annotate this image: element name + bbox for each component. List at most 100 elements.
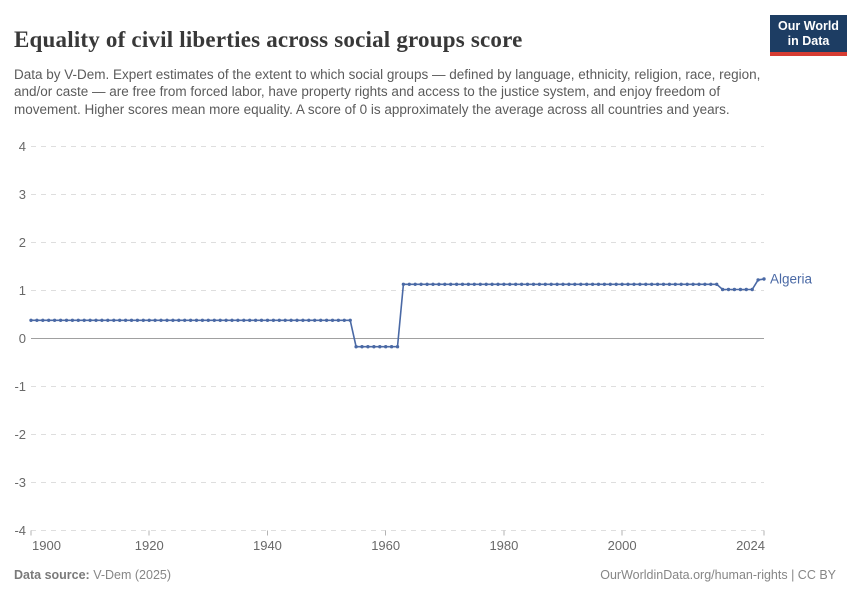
data-point[interactable] — [354, 345, 358, 349]
data-point[interactable] — [413, 282, 417, 286]
data-point[interactable] — [661, 282, 666, 286]
data-point[interactable] — [70, 318, 75, 322]
data-point[interactable] — [407, 282, 411, 286]
data-point[interactable] — [620, 282, 624, 286]
data-point[interactable] — [41, 318, 45, 322]
data-point[interactable] — [58, 318, 63, 322]
data-point[interactable] — [123, 318, 128, 322]
data-point[interactable] — [224, 318, 228, 322]
algeria-series[interactable] — [29, 277, 766, 349]
data-point[interactable] — [135, 318, 140, 322]
data-point[interactable] — [655, 282, 660, 286]
data-point[interactable] — [525, 282, 530, 286]
data-point[interactable] — [200, 318, 205, 322]
data-point[interactable] — [271, 318, 276, 322]
algeria-line[interactable] — [31, 278, 765, 348]
data-point[interactable] — [289, 318, 293, 322]
data-point[interactable] — [253, 318, 258, 322]
owid-logo[interactable]: Our World in Data — [770, 15, 847, 56]
data-point[interactable] — [301, 318, 305, 322]
data-point[interactable] — [295, 318, 299, 322]
data-point[interactable] — [384, 345, 388, 349]
data-point[interactable] — [756, 278, 760, 282]
data-point[interactable] — [159, 318, 163, 322]
data-point[interactable] — [212, 318, 216, 322]
data-point[interactable] — [141, 318, 145, 322]
data-point[interactable] — [248, 318, 252, 322]
data-point[interactable] — [431, 282, 435, 286]
data-point[interactable] — [64, 318, 69, 322]
data-point[interactable] — [543, 282, 547, 286]
data-point[interactable] — [484, 282, 488, 286]
data-point[interactable] — [265, 318, 270, 322]
data-point[interactable] — [259, 318, 264, 322]
data-point[interactable] — [336, 318, 341, 322]
data-point[interactable] — [644, 282, 648, 286]
data-point[interactable] — [638, 282, 642, 286]
data-point[interactable] — [555, 282, 559, 286]
data-point[interactable] — [76, 318, 81, 322]
data-point[interactable] — [319, 318, 323, 322]
data-point[interactable] — [508, 282, 512, 286]
data-point[interactable] — [118, 318, 122, 322]
data-point[interactable] — [614, 282, 618, 286]
data-point[interactable] — [460, 282, 465, 286]
data-point[interactable] — [419, 282, 423, 286]
data-point[interactable] — [632, 282, 636, 286]
data-point[interactable] — [709, 282, 713, 286]
data-point[interactable] — [585, 282, 589, 286]
data-point[interactable] — [183, 318, 187, 322]
data-point[interactable] — [443, 282, 447, 286]
data-point[interactable] — [490, 282, 494, 286]
data-point[interactable] — [348, 318, 352, 322]
data-point[interactable] — [94, 318, 98, 322]
data-point[interactable] — [561, 282, 565, 286]
data-point[interactable] — [360, 345, 364, 349]
data-point[interactable] — [230, 318, 234, 322]
data-point[interactable] — [697, 282, 701, 286]
data-point[interactable] — [531, 282, 536, 286]
data-point[interactable] — [52, 318, 57, 322]
data-point[interactable] — [236, 318, 240, 322]
data-point[interactable] — [596, 282, 601, 286]
data-point[interactable] — [47, 318, 51, 322]
data-point[interactable] — [129, 318, 134, 322]
data-point[interactable] — [449, 282, 453, 286]
data-point[interactable] — [153, 318, 157, 322]
data-point[interactable] — [171, 318, 175, 322]
data-point[interactable] — [726, 287, 731, 292]
data-point[interactable] — [685, 282, 689, 286]
data-point[interactable] — [188, 318, 193, 322]
data-point[interactable] — [602, 282, 607, 286]
data-point[interactable] — [366, 345, 370, 349]
data-point[interactable] — [313, 318, 317, 322]
data-point[interactable] — [502, 282, 506, 286]
data-point[interactable] — [549, 282, 553, 286]
data-point[interactable] — [147, 318, 151, 322]
data-point[interactable] — [744, 287, 748, 292]
data-point[interactable] — [112, 318, 116, 322]
data-point[interactable] — [372, 345, 376, 349]
data-point[interactable] — [691, 282, 695, 286]
data-point[interactable] — [590, 282, 595, 286]
data-point[interactable] — [378, 345, 382, 349]
data-point[interactable] — [389, 345, 394, 349]
data-point[interactable] — [401, 282, 406, 286]
algeria-data-points[interactable] — [29, 277, 766, 349]
data-point[interactable] — [720, 287, 725, 292]
data-point[interactable] — [703, 282, 707, 286]
data-point[interactable] — [218, 318, 222, 322]
data-point[interactable] — [579, 282, 583, 286]
data-point[interactable] — [466, 282, 471, 286]
data-point[interactable] — [762, 277, 766, 281]
attribution-link[interactable]: OurWorldinData.org/human-rights | CC BY — [600, 568, 836, 582]
data-point[interactable] — [307, 318, 311, 322]
data-point[interactable] — [283, 318, 287, 322]
data-point[interactable] — [667, 282, 672, 286]
data-point[interactable] — [35, 318, 39, 322]
data-point[interactable] — [425, 282, 429, 286]
data-point[interactable] — [750, 287, 754, 292]
data-point[interactable] — [608, 282, 612, 286]
data-point[interactable] — [395, 345, 400, 349]
